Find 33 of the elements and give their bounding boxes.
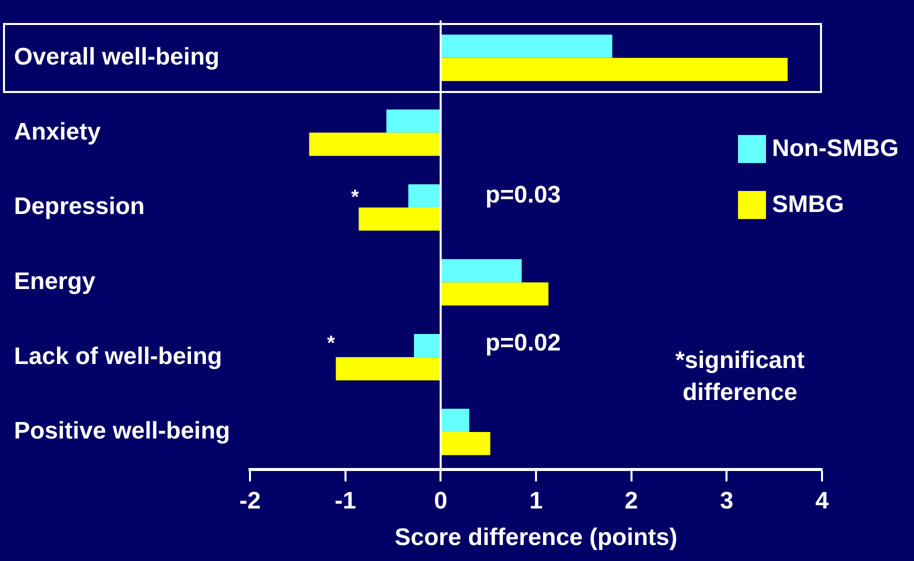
bar [441, 432, 490, 456]
annotation: *significant difference [674, 346, 806, 408]
legend-label: Non-SMBG [772, 135, 899, 163]
x-tick-label: 2 [624, 487, 638, 514]
bar [441, 282, 548, 306]
bar [386, 109, 440, 133]
bar [441, 259, 522, 282]
y-tick-label: Positive well-being [14, 418, 230, 445]
bar [358, 207, 440, 231]
annotation: * [351, 186, 360, 209]
y-tick-label: Lack of well-being [14, 342, 222, 370]
x-tick-label: -1 [334, 487, 356, 514]
x-axis-title: Score difference (points) [394, 524, 678, 552]
x-tick-label: 3 [720, 487, 734, 514]
annotation: * [327, 332, 336, 355]
bar [441, 34, 612, 58]
x-tick-label: 1 [529, 487, 543, 514]
bar [336, 357, 440, 380]
annotation: p=0.03 [485, 182, 561, 209]
legend-label: SMBG [772, 191, 844, 219]
y-tick-label: Anxiety [14, 118, 102, 146]
x-tick-label: 4 [815, 487, 830, 514]
bar [309, 132, 440, 156]
y-tick-label: Overall well-being [14, 43, 220, 70]
y-tick-label: Energy [14, 268, 96, 295]
annotation: p=0.02 [485, 330, 561, 357]
bar [441, 408, 470, 432]
x-tick-label: 0 [434, 487, 448, 514]
x-tick-label: -2 [239, 487, 261, 514]
bar [414, 334, 440, 358]
bar [441, 58, 788, 82]
y-tick-label: Depression [14, 193, 145, 220]
bar [408, 184, 440, 208]
